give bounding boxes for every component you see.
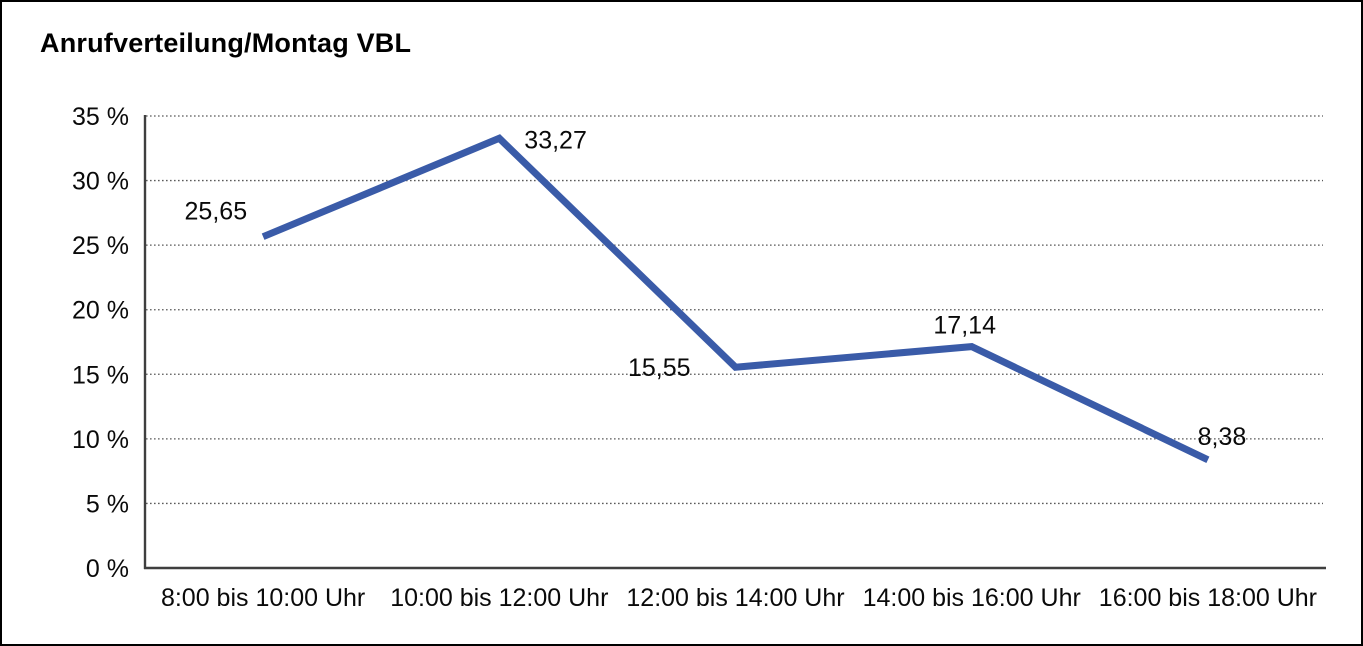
y-tick-label: 10 %: [72, 426, 129, 454]
x-tick-label: 8:00 bis 10:00 Uhr: [161, 584, 365, 612]
series-line: [261, 134, 1210, 463]
data-label: 17,14: [933, 312, 996, 340]
x-tick-label: 14:00 bis 16:00 Uhr: [863, 584, 1081, 612]
y-tick-label: 25 %: [72, 232, 129, 260]
y-tick-label: 30 %: [72, 168, 129, 196]
y-tick-label: 20 %: [72, 297, 129, 325]
chart-title: Anrufverteilung/Montag VBL: [40, 28, 412, 58]
data-label: 8,38: [1198, 423, 1247, 451]
x-tick-label: 16:00 bis 18:00 Uhr: [1099, 584, 1317, 612]
y-tick-label: 35 %: [72, 103, 129, 131]
data-label: 33,27: [524, 126, 587, 154]
y-tick-label: 0 %: [86, 555, 129, 583]
y-tick-label: 5 %: [86, 490, 129, 518]
x-tick-label: 10:00 bis 12:00 Uhr: [390, 584, 608, 612]
y-tick-label: 15 %: [72, 361, 129, 389]
data-label: 25,65: [185, 198, 248, 226]
x-tick-label: 12:00 bis 14:00 Uhr: [626, 584, 844, 612]
data-label: 15,55: [628, 354, 691, 382]
